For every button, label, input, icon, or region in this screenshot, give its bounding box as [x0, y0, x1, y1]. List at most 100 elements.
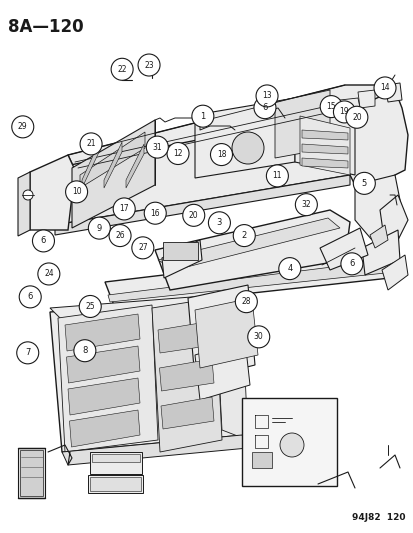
Polygon shape — [158, 218, 339, 270]
Polygon shape — [361, 230, 399, 275]
Bar — [88, 475, 142, 493]
Bar — [163, 242, 197, 260]
Text: 8: 8 — [82, 346, 87, 355]
Circle shape — [113, 198, 135, 220]
Circle shape — [294, 193, 317, 216]
Text: 8A—120: 8A—120 — [8, 18, 83, 36]
Text: 28: 28 — [241, 297, 250, 306]
Polygon shape — [354, 175, 401, 240]
Text: 17: 17 — [119, 205, 129, 213]
Bar — [20, 450, 43, 496]
Polygon shape — [301, 158, 347, 168]
Polygon shape — [214, 298, 247, 440]
Text: 12: 12 — [173, 149, 182, 158]
Text: 2: 2 — [241, 231, 246, 240]
Polygon shape — [301, 130, 347, 140]
Circle shape — [352, 172, 375, 195]
Polygon shape — [161, 240, 202, 278]
Text: 19: 19 — [339, 108, 349, 116]
Polygon shape — [339, 98, 359, 110]
Circle shape — [210, 143, 232, 166]
Text: 31: 31 — [152, 143, 162, 151]
Text: 3: 3 — [216, 219, 221, 227]
Circle shape — [340, 253, 362, 275]
Polygon shape — [68, 85, 394, 170]
Polygon shape — [72, 120, 154, 228]
Circle shape — [32, 230, 55, 252]
Circle shape — [247, 326, 269, 348]
Polygon shape — [105, 248, 399, 308]
Polygon shape — [301, 144, 347, 154]
Text: 26: 26 — [115, 231, 125, 240]
Polygon shape — [62, 435, 247, 465]
Polygon shape — [30, 155, 75, 230]
Text: 94J82  120: 94J82 120 — [351, 513, 405, 522]
Text: 22: 22 — [117, 65, 126, 74]
Circle shape — [12, 116, 34, 138]
Text: 1: 1 — [200, 112, 205, 120]
Circle shape — [233, 224, 255, 247]
Circle shape — [235, 290, 257, 313]
Polygon shape — [357, 90, 374, 108]
Circle shape — [253, 96, 275, 119]
Polygon shape — [159, 359, 214, 391]
Polygon shape — [126, 144, 144, 188]
Bar — [90, 452, 142, 474]
Polygon shape — [18, 172, 30, 236]
Text: 4: 4 — [287, 264, 292, 273]
Polygon shape — [65, 314, 140, 351]
Text: 13: 13 — [261, 92, 271, 100]
Polygon shape — [69, 410, 140, 447]
Text: 10: 10 — [71, 188, 81, 196]
Polygon shape — [195, 340, 249, 400]
Polygon shape — [68, 378, 140, 415]
Circle shape — [19, 286, 41, 308]
Polygon shape — [80, 132, 145, 188]
Circle shape — [182, 204, 204, 227]
Text: 20: 20 — [351, 113, 361, 122]
Text: 20: 20 — [188, 211, 198, 220]
Polygon shape — [349, 90, 407, 200]
Text: 32: 32 — [301, 200, 311, 209]
Circle shape — [373, 77, 395, 99]
Text: 21: 21 — [86, 140, 95, 148]
Polygon shape — [384, 83, 401, 102]
Polygon shape — [108, 260, 394, 302]
Text: 6: 6 — [41, 237, 46, 245]
Circle shape — [131, 237, 154, 259]
Polygon shape — [152, 298, 221, 452]
Polygon shape — [319, 228, 367, 270]
Circle shape — [109, 224, 131, 247]
Circle shape — [80, 133, 102, 155]
Circle shape — [278, 257, 300, 280]
Text: 9: 9 — [97, 224, 102, 232]
Text: 30: 30 — [253, 333, 263, 341]
Polygon shape — [252, 452, 271, 468]
Text: 5: 5 — [361, 179, 366, 188]
Circle shape — [345, 106, 367, 128]
Polygon shape — [381, 255, 407, 290]
Circle shape — [166, 142, 189, 165]
Polygon shape — [55, 175, 349, 235]
Circle shape — [138, 54, 160, 76]
Text: 25: 25 — [85, 302, 95, 311]
Polygon shape — [104, 142, 122, 188]
Polygon shape — [294, 98, 354, 175]
Circle shape — [146, 136, 168, 158]
Polygon shape — [299, 116, 349, 175]
Circle shape — [88, 217, 110, 239]
Circle shape — [266, 165, 288, 187]
Polygon shape — [379, 195, 407, 245]
Circle shape — [332, 101, 355, 123]
Polygon shape — [195, 298, 257, 368]
Circle shape — [79, 295, 101, 318]
Polygon shape — [161, 397, 214, 429]
Circle shape — [74, 340, 96, 362]
Polygon shape — [50, 298, 244, 452]
Polygon shape — [82, 140, 100, 188]
Text: 11: 11 — [272, 172, 281, 180]
Text: 23: 23 — [144, 61, 154, 69]
Text: 18: 18 — [216, 150, 225, 159]
Polygon shape — [66, 346, 140, 383]
Circle shape — [111, 58, 133, 80]
